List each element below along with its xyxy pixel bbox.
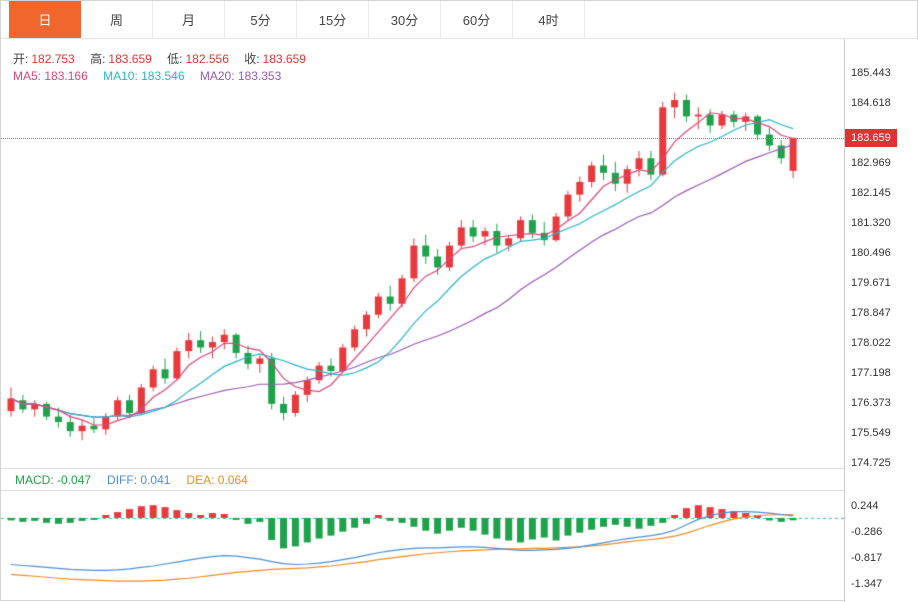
price-axis-label: 182.969 (851, 157, 891, 170)
diff-label: DIFF: (107, 472, 138, 487)
price-axis-label: 175.549 (851, 427, 891, 440)
main-chart-pane: 开: 182.753 高: 183.659 低: 182.556 收: 183.659 … (1, 39, 844, 468)
price-axis-label: 177.198 (851, 367, 891, 380)
dea-segment: DEA: 0.064 (186, 473, 247, 487)
macd-value: -0.047 (57, 472, 92, 487)
dea-value: 0.064 (217, 472, 248, 487)
ma5-segment: MA5: 183.166 (13, 69, 88, 83)
close-value: 183.659 (262, 52, 306, 66)
timeframe-tabbar: 日周月 5分 15分 30分 60分 4时 (1, 1, 917, 39)
price-axis-label: 180.496 (851, 247, 891, 259)
timeframe-tab[interactable]: 5分 (225, 1, 297, 38)
timeframe-tab[interactable]: 15分 (297, 1, 369, 38)
price-axis: 183.659 185.443 184.618 182.969 182.145 181.… (845, 39, 918, 602)
diff-value: 0.041 (140, 472, 171, 487)
ma5-value: 183.166 (44, 69, 88, 83)
candlestick-chart-canvas[interactable] (1, 39, 844, 468)
macd-chart-canvas[interactable] (1, 491, 844, 602)
high-segment: 高: 183.659 (90, 52, 152, 66)
macd-axis-label: -0.817 (851, 551, 883, 564)
open-label: 开: (13, 52, 29, 66)
current-price-tag: 183.659 (845, 128, 897, 147)
macd-segment: MACD: -0.047 (15, 473, 91, 487)
open-segment: 开: 182.753 (13, 52, 75, 66)
timeframe-tab[interactable]: 日 (9, 1, 81, 38)
last-price-line (1, 137, 844, 139)
timeframe-tab[interactable]: 30分 (369, 1, 441, 38)
macd-pane (1, 491, 844, 602)
macd-axis-label: -1.347 (851, 577, 883, 590)
ma20-label: MA20: (199, 69, 235, 83)
price-axis-label: 176.373 (851, 397, 891, 410)
price-axis-label: 182.145 (851, 187, 891, 199)
close-segment: 收: 183.659 (244, 52, 306, 66)
diff-segment: DIFF: 0.041 (107, 473, 170, 487)
price-axis-label: 184.618 (851, 97, 891, 109)
price-axis-label: 174.725 (851, 457, 891, 469)
price-axis-label: 185.443 (851, 66, 891, 79)
macd-legend: MACD: -0.047 DIFF: 0.041 DEA: 0.064 (1, 468, 918, 491)
dea-label: DEA: (186, 472, 215, 487)
macd-label: MACD: (15, 472, 54, 487)
ma20-value: 183.353 (237, 69, 282, 83)
price-axis-label: 179.671 (851, 277, 891, 290)
ma5-label: MA5: (13, 69, 42, 83)
price-axis-label: 178.022 (851, 337, 891, 350)
axis-separator-line (844, 39, 845, 602)
close-label: 收: (244, 52, 260, 66)
timeframe-tab[interactable]: 4时 (513, 1, 585, 38)
low-label: 低: (167, 52, 183, 66)
ma-legend: MA5: 183.166 MA10: 183.546 MA20: 183.353 (13, 69, 281, 83)
price-axis-label: 178.847 (851, 307, 891, 319)
ma10-value: 183.546 (141, 69, 185, 83)
ma10-segment: MA10: 183.546 (103, 69, 184, 83)
timeframe-tab[interactable]: 周 (81, 1, 153, 38)
low-segment: 低: 182.556 (167, 52, 229, 66)
high-label: 高: (90, 52, 106, 66)
high-value: 183.659 (108, 52, 152, 66)
ma20-segment: MA20: 183.353 (200, 69, 281, 83)
timeframe-tab[interactable]: 60分 (441, 1, 513, 38)
timeframe-tab[interactable]: 月 (153, 1, 225, 38)
low-value: 182.556 (185, 52, 229, 66)
macd-axis-label: 0.244 (851, 499, 879, 512)
ma10-label: MA10: (103, 69, 138, 83)
price-axis-label: 181.320 (851, 217, 891, 230)
open-value: 182.753 (31, 52, 75, 66)
ohlc-legend: 开: 182.753 高: 183.659 低: 182.556 收: 183.659 (13, 50, 318, 67)
macd-axis-label: -0.286 (851, 525, 883, 538)
